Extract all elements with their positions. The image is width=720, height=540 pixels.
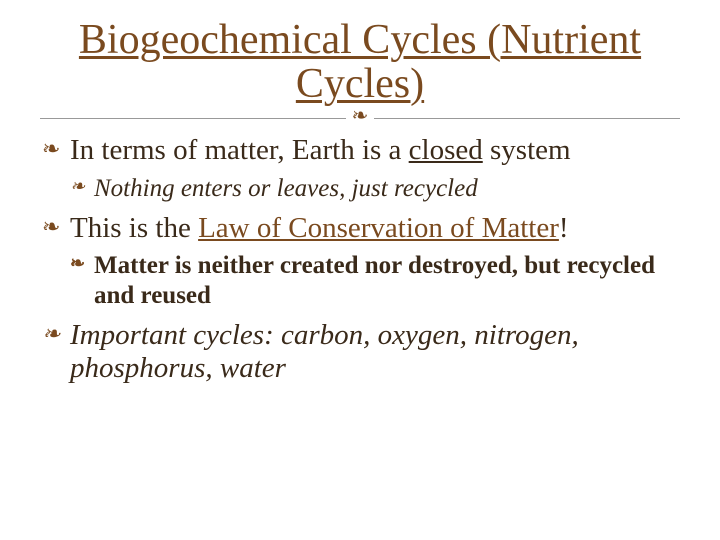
slide-content: In terms of matter, Earth is a closed sy… (40, 134, 680, 385)
bullet-level1: This is the Law of Conservation of Matte… (42, 212, 678, 245)
divider-line-right (374, 118, 680, 119)
flourish-icon: ❧ (352, 106, 369, 126)
bullet-text: ! (559, 212, 569, 244)
bullet-level1: Important cycles: carbon, oxygen, nitrog… (42, 319, 678, 386)
slide-title: Biogeochemical Cycles (Nutrient Cycles) (40, 18, 680, 106)
bullet-text: This is the (70, 212, 198, 244)
slide: Biogeochemical Cycles (Nutrient Cycles) … (0, 0, 720, 540)
bullet-underline: closed (409, 134, 483, 166)
bullet-text: Nothing enters or leaves, just recycled (94, 175, 478, 202)
divider-line-left (40, 118, 346, 119)
bullet-text: system (483, 134, 571, 166)
bullet-text: In terms of matter, Earth is a (70, 134, 409, 166)
bullet-accent-underline: Law of Conservation of Matter (198, 212, 559, 244)
bullet-level2: Nothing enters or leaves, just recycled (70, 174, 678, 204)
bullet-text: Matter is neither created nor destroyed,… (94, 252, 661, 309)
bullet-level2: Matter is neither created nor destroyed,… (70, 251, 678, 311)
bullet-text: Important cycles: carbon, oxygen, nitrog… (70, 319, 586, 384)
title-divider: ❧ (40, 110, 680, 126)
bullet-level1: In terms of matter, Earth is a closed sy… (42, 134, 678, 167)
